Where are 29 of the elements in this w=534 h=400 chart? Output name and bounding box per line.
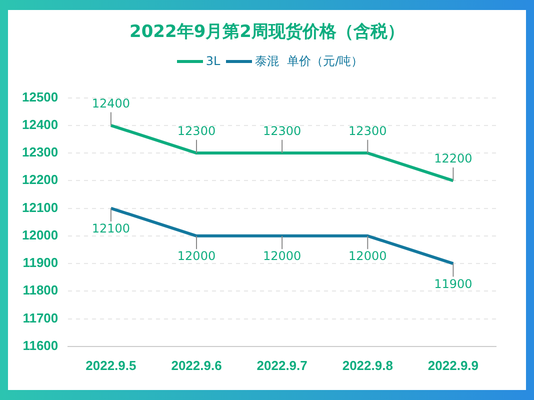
chart-title: 2022年9月第2周现货价格（含税） (128, 21, 406, 43)
y-tick-label: 12100 (22, 200, 58, 215)
x-tick-label: 2022.9.5 (86, 358, 136, 373)
x-tick-label: 2022.9.8 (342, 358, 393, 373)
data-label: 12000 (262, 249, 302, 264)
data-label: 12000 (348, 249, 387, 264)
legend-label: 泰混 (255, 54, 280, 68)
x-tick-label: 2022.9.7 (256, 358, 308, 373)
data-label: 12000 (177, 249, 216, 264)
data-label: 12300 (262, 124, 302, 138)
y-tick-label: 11800 (22, 282, 58, 298)
data-label: 12300 (348, 124, 387, 138)
x-tick-label: 2022.9.6 (171, 358, 222, 373)
y-tick-label: 12200 (22, 172, 58, 188)
y-tick-label: 11600 (22, 338, 58, 353)
y-tick-label: 11700 (22, 310, 58, 326)
y-tick-label: 12500 (22, 89, 58, 104)
data-label: 12400 (92, 96, 130, 110)
data-label: 12100 (92, 222, 130, 236)
data-label: 12200 (434, 152, 472, 166)
data-label: 12300 (177, 124, 216, 138)
y-axis-title: 单价（元/吨） (287, 54, 364, 68)
data-label: 11900 (434, 276, 472, 291)
y-tick-label: 11900 (22, 255, 58, 270)
y-tick-label: 12000 (22, 227, 58, 242)
legend-label: 3L (206, 54, 220, 68)
y-tick-label: 12400 (22, 117, 58, 132)
y-tick-label: 12300 (22, 144, 58, 160)
x-tick-label: 2022.9.9 (428, 358, 479, 373)
